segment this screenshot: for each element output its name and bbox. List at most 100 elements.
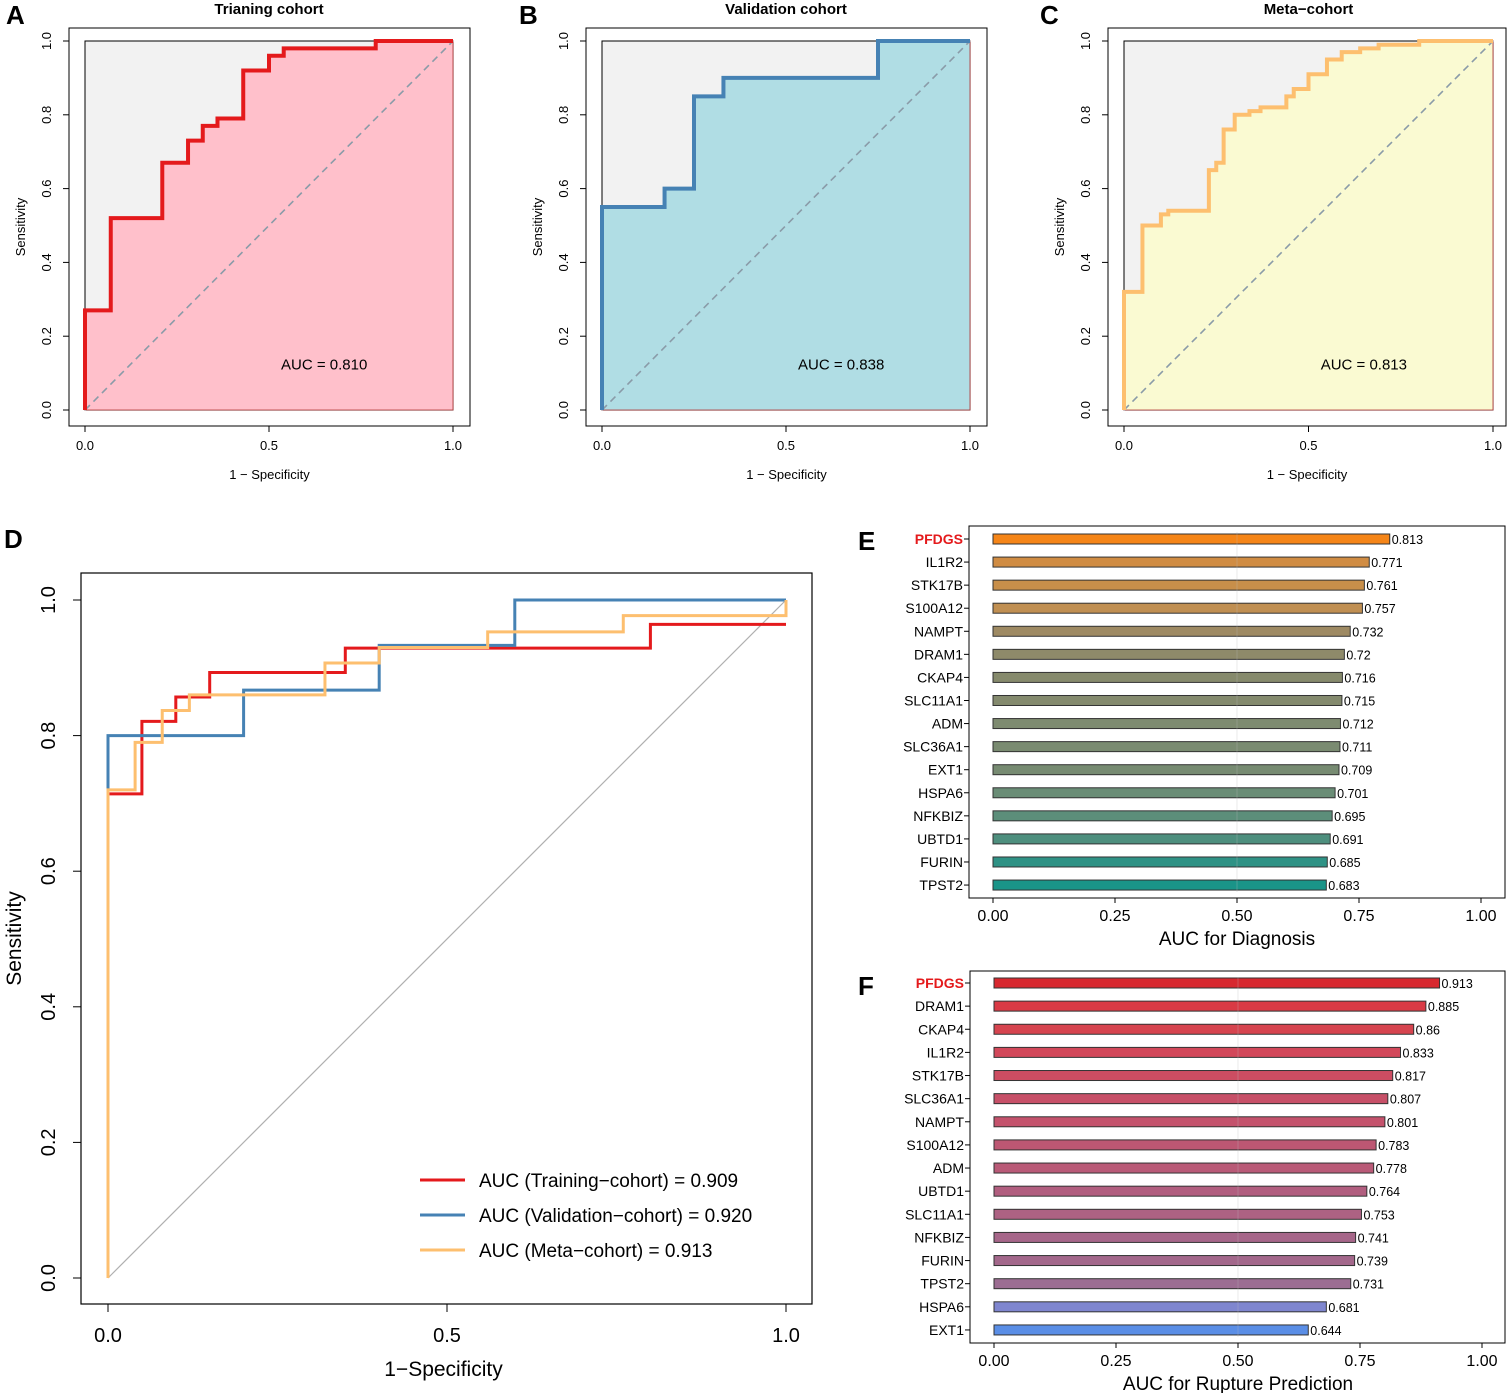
bar <box>993 1208 1362 1220</box>
roc-curve <box>83 39 453 410</box>
category-label: UBTD1 <box>918 1183 964 1199</box>
value-label: 0.741 <box>1358 1231 1389 1245</box>
bar <box>993 1231 1357 1243</box>
y-tick-label: 0.6 <box>38 857 60 885</box>
bar <box>992 856 1328 868</box>
value-label: 0.644 <box>1310 1324 1341 1338</box>
category-label: SLC36A1 <box>903 739 963 755</box>
bar <box>993 1116 1386 1128</box>
bar <box>992 579 1365 591</box>
y-tick-label: 0.2 <box>556 327 571 345</box>
bar <box>992 810 1333 822</box>
roc-curve <box>600 39 970 410</box>
category-label: ADM <box>933 1160 964 1176</box>
x-axis-label: 1 − Specificity <box>746 467 827 482</box>
y-tick-label: 0.4 <box>1078 253 1093 271</box>
bar <box>993 1255 1356 1267</box>
bar <box>993 1301 1327 1313</box>
category-label: TPST2 <box>920 1276 964 1292</box>
bar <box>993 1070 1394 1082</box>
x-tick-label: 1.0 <box>961 438 979 453</box>
y-tick-label: 0.4 <box>38 993 60 1021</box>
auc-annotation: AUC = 0.810 <box>281 356 367 373</box>
x-tick-label: 0.75 <box>1343 908 1374 925</box>
y-axis-label: Sensitivity <box>530 197 545 256</box>
x-axis-label: 1−Specificity <box>384 1358 503 1381</box>
bar <box>993 1324 1309 1336</box>
category-label: SLC11A1 <box>905 1206 964 1222</box>
value-label: 0.681 <box>1328 1301 1359 1315</box>
category-label: STK17B <box>912 1068 964 1084</box>
category-label: FURIN <box>921 1253 964 1269</box>
value-label: 0.716 <box>1344 671 1375 685</box>
panel-d-roc-combined: 0.0 0.5 1.0 0.0 0.2 0.4 0.6 0.8 1.0 1−Specificity… <box>3 572 813 1381</box>
legend-label: AUC (Meta−cohort) = 0.913 <box>479 1241 712 1262</box>
bar <box>993 1278 1352 1290</box>
value-label: 0.801 <box>1387 1116 1418 1130</box>
panel-e-auc-diagnosis-bars: PFDGS 0.813 IL1R2 0.771 STK17B 0.761 S100A12 0.… <box>903 525 1506 950</box>
y-tick-label: 0.6 <box>1078 180 1093 198</box>
category-label: SLC36A1 <box>904 1091 964 1107</box>
bar <box>992 648 1345 660</box>
bar <box>993 1023 1415 1035</box>
category-label: NAMPT <box>914 623 963 639</box>
value-label: 0.771 <box>1371 556 1402 570</box>
x-tick-label: 0.5 <box>1299 438 1317 453</box>
x-tick-label: 0.5 <box>260 438 278 453</box>
category-label: EXT1 <box>929 1322 964 1338</box>
category-label: DRAM1 <box>914 646 963 662</box>
x-tick-label: 1.0 <box>1484 438 1502 453</box>
category-label: ADM <box>932 716 963 732</box>
bar <box>992 764 1340 776</box>
value-label: 0.709 <box>1341 764 1372 778</box>
category-label: TPST2 <box>919 877 963 893</box>
category-label: S100A12 <box>905 600 963 616</box>
x-tick-label: 0.0 <box>1115 438 1133 453</box>
panel-a-roc-training: Trianing cohort 0.0 0.5 1.0 0.0 0.2 0.4 0.6 0.8 1… <box>13 1 471 482</box>
bar <box>993 1046 1402 1058</box>
y-tick-label: 0.4 <box>39 253 54 271</box>
y-tick-label: 0.8 <box>39 106 54 124</box>
category-label: STK17B <box>911 577 963 593</box>
value-label: 0.753 <box>1363 1208 1394 1222</box>
value-label: 0.761 <box>1366 579 1397 593</box>
panel-letter-f: F <box>858 971 874 1001</box>
value-label: 0.712 <box>1342 718 1373 732</box>
y-tick-label: 0.2 <box>39 327 54 345</box>
bar <box>992 694 1343 706</box>
y-tick-label: 0.8 <box>556 106 571 124</box>
bar <box>993 1000 1427 1012</box>
reference-diagonal <box>601 40 971 411</box>
x-tick-label: 0.25 <box>1099 908 1130 925</box>
panel-b-roc-validation: Validation cohort 0.0 0.5 1.0 0.0 0.2 0.4 0.6 0.… <box>530 1 988 482</box>
bar <box>992 671 1343 683</box>
y-tick-label: 1.0 <box>1078 32 1093 50</box>
value-label: 0.885 <box>1428 1000 1459 1014</box>
y-tick-label: 1.0 <box>39 32 54 50</box>
y-tick-label: 0.6 <box>556 180 571 198</box>
value-label: 0.691 <box>1332 833 1363 847</box>
y-tick-label: 0.6 <box>39 180 54 198</box>
value-label: 0.731 <box>1353 1278 1384 1292</box>
x-tick-label: 0.00 <box>977 908 1008 925</box>
panel-a-title: Trianing cohort <box>214 1 323 18</box>
y-tick-label: 0.0 <box>38 1264 60 1292</box>
auc-annotation: AUC = 0.838 <box>798 356 884 373</box>
value-label: 0.833 <box>1403 1046 1434 1060</box>
category-label: NFKBIZ <box>913 808 963 824</box>
x-axis-label: 1 − Specificity <box>229 467 310 482</box>
reference-diagonal <box>107 599 787 1279</box>
reference-diagonal <box>84 40 454 411</box>
axes-frame <box>1107 27 1507 427</box>
y-tick-label: 0.4 <box>556 253 571 271</box>
x-tick-label: 0.75 <box>1344 1353 1375 1370</box>
category-label: PFDGS <box>915 531 963 547</box>
category-label: CKAP4 <box>918 1021 964 1037</box>
value-label: 0.711 <box>1342 741 1372 755</box>
bar <box>993 977 1441 989</box>
bar <box>992 625 1351 637</box>
category-label: NFKBIZ <box>914 1229 964 1245</box>
bar <box>993 1139 1377 1151</box>
panel-letter-e: E <box>858 526 875 556</box>
